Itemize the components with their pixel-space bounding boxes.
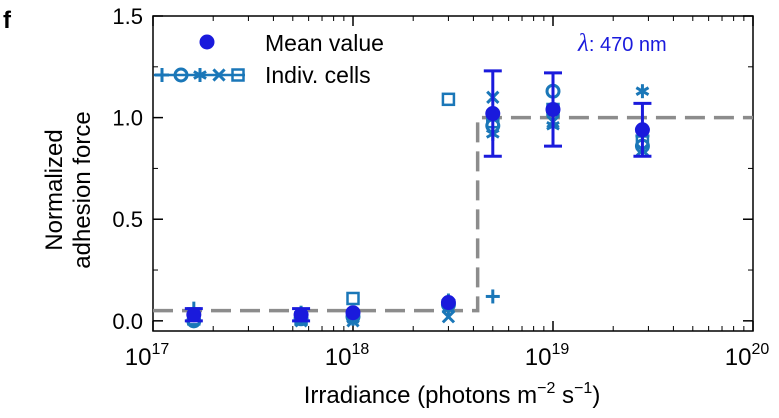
- x-axis-label-exponent-2: −1: [574, 380, 592, 397]
- indiv-point-cross: [441, 310, 456, 324]
- y-tick-label: 1.0: [112, 106, 143, 131]
- wavelength-annotation: λ: 470 nm: [577, 30, 667, 57]
- x-tick-label: 1017: [125, 341, 170, 371]
- indiv-point-asterisk: [635, 84, 650, 99]
- marker-stroke: [635, 86, 650, 96]
- mean-point: [293, 307, 309, 323]
- marker-shape: [199, 34, 215, 50]
- marker-shape: [545, 101, 561, 117]
- x-axis-label-exponent-1: −2: [537, 380, 555, 397]
- mean-point: [345, 305, 361, 321]
- y-axis-label-line2: adhesion force: [69, 111, 96, 268]
- panel-label: f: [3, 7, 12, 34]
- wavelength-value: : 470 nm: [589, 34, 667, 56]
- lambda-symbol: λ: [577, 30, 589, 57]
- y-axis-label-line1: Normalized: [41, 129, 68, 250]
- plot-area: 0.0 0.5 1.0 1.5 1017 1018 1019 1020: [112, 4, 769, 371]
- y-axis-label: Normalized adhesion force: [41, 111, 96, 268]
- legend-mean-dot: [199, 34, 215, 50]
- mean-point: [186, 307, 202, 323]
- legend-indiv-markers: [154, 67, 245, 83]
- indiv-point-square: [346, 291, 360, 306]
- marker-shape: [186, 307, 202, 323]
- legend-mean-label: Mean value: [265, 30, 384, 56]
- step-fit-line: [153, 115, 753, 313]
- legend: Mean value Indiv. cells: [154, 30, 384, 88]
- marker-stroke: [441, 310, 456, 324]
- indiv-point-square: [441, 92, 456, 107]
- mean-point: [545, 101, 561, 117]
- marker-shape: [485, 106, 501, 122]
- plot-frame: [152, 15, 754, 332]
- x-tick-label: 1019: [525, 341, 570, 371]
- marker-shape: [440, 295, 456, 311]
- marker-shape: [346, 291, 360, 306]
- y-tick-label: 0.0: [112, 309, 143, 334]
- marker-shape: [293, 307, 309, 323]
- mean-point: [485, 106, 501, 122]
- x-tick-label: 1020: [725, 341, 770, 371]
- legend-indiv-label: Indiv. cells: [265, 62, 371, 88]
- legend-mean-marker: [199, 34, 215, 50]
- mean-point: [440, 295, 456, 311]
- marker-shape: [441, 92, 456, 107]
- mean-point: [634, 122, 650, 138]
- y-tick-label: 1.5: [112, 4, 143, 29]
- marker-shape: [634, 122, 650, 138]
- y-tick-label: 0.5: [112, 207, 143, 232]
- x-axis-label: Irradiance (photons m−2 s−1): [304, 380, 601, 409]
- marker-shape: [345, 305, 361, 321]
- indiv-point-plus: [485, 289, 500, 304]
- x-axis-label-end: ): [592, 382, 600, 409]
- x-axis-label-mid: s: [555, 382, 574, 409]
- x-axis-label-text: Irradiance (photons m: [304, 382, 537, 409]
- x-tick-label: 1018: [325, 341, 370, 371]
